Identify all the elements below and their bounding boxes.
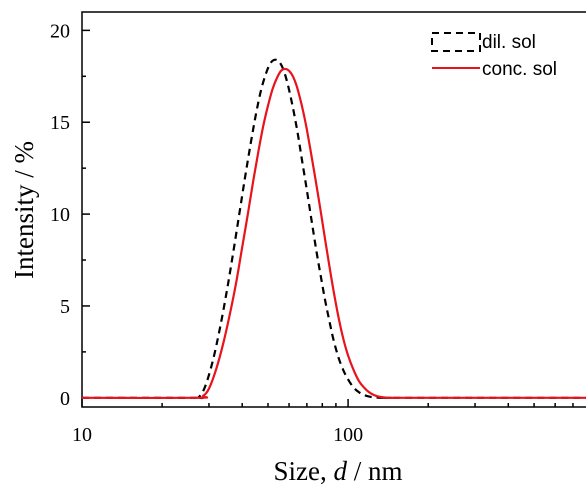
legend-swatch-dil-sol (431, 32, 481, 52)
y-tick-label: 15 (50, 112, 70, 134)
y-tick-label: 5 (60, 296, 70, 318)
y-tick-label: 20 (50, 20, 70, 42)
x-tick-label: 100 (333, 424, 363, 446)
series-line-conc-sol (81, 67, 586, 400)
plot-frame (81, 11, 586, 408)
legend-label-conc-sol: conc. sol (482, 59, 557, 80)
x-axis-title-variable: d (333, 456, 347, 486)
y-axis-title: Intensity / % (9, 141, 39, 279)
y-axis-ticks: 0 5 10 15 20 (50, 20, 90, 410)
x-axis-ticks: 10 100 (72, 399, 574, 446)
legend-label-dil-sol: dil. sol (482, 32, 536, 53)
y-tick-label: 10 (50, 204, 70, 226)
y-tick-label: 0 (60, 388, 70, 410)
series-layer (81, 58, 586, 400)
x-tick-label: 10 (72, 424, 92, 446)
x-axis-title-unit: / nm (347, 456, 403, 486)
legend: dil. sol conc. sol (431, 32, 557, 80)
x-axis-title-prefix: Size, (273, 456, 333, 486)
x-axis-title: Size, d / nm (273, 456, 402, 486)
series-line-dil-sol (81, 58, 586, 400)
